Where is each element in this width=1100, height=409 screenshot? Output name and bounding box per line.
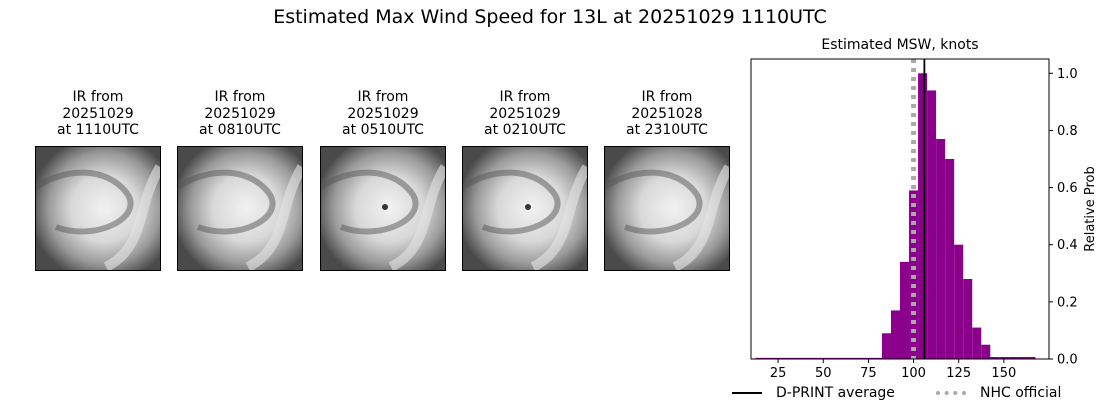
ir-panel: IR from 20251028 at 2310UTC (604, 89, 730, 271)
histogram-bar (818, 357, 828, 359)
histogram-bar (755, 357, 765, 359)
ir-panel-title-line: at 2310UTC (626, 122, 708, 138)
histogram-bar (863, 357, 873, 359)
y-tick-label: 1.0 (1057, 67, 1078, 82)
ir-panel-title-line: 20251029 (62, 105, 134, 122)
ir-panel-title-line: IR from (499, 89, 551, 105)
histogram-bar (954, 244, 964, 359)
hurricane-ir-imagery (36, 146, 160, 270)
y-tick-label: 0.4 (1057, 238, 1078, 253)
histogram-bar (854, 357, 864, 359)
histogram-bar (927, 90, 937, 359)
histogram-bar (791, 357, 801, 359)
histogram-bar (881, 333, 891, 359)
x-tick-label: 75 (860, 366, 877, 381)
histogram-bar (981, 344, 991, 359)
ir-panel-title-line: IR from (214, 89, 266, 105)
histogram-bar (909, 190, 919, 359)
figure-title: Estimated Max Wind Speed for 13L at 2025… (273, 6, 827, 28)
x-tick-label: 50 (815, 366, 832, 381)
histogram-bar (827, 357, 837, 359)
y-axis-label: Relative Prob (1083, 166, 1098, 251)
ir-panel: IR from 20251029 at 0810UTC (177, 89, 303, 271)
histogram-bar (1017, 357, 1027, 359)
ir-satellite-image (35, 145, 161, 271)
ir-panel: IR from 20251029 at 0210UTC (462, 89, 588, 271)
legend-dprint-label: D-PRINT average (776, 385, 895, 401)
x-tick-label: 125 (946, 366, 971, 381)
hurricane-ir-imagery (321, 146, 445, 270)
ir-panel-title-line: at 0210UTC (484, 122, 566, 138)
legend-nhc-label: NHC official (980, 385, 1062, 401)
histogram-bar (963, 279, 973, 359)
histogram-bar (900, 261, 910, 359)
ir-panel-title: IR from 20251029 at 0210UTC (462, 89, 588, 139)
ir-panel-title-line: IR from (641, 89, 693, 105)
ir-panel: IR from 20251029 at 0510UTC (320, 89, 446, 271)
histogram-bar (836, 357, 846, 359)
histogram-bar (845, 357, 855, 359)
histogram-bar (809, 357, 819, 359)
y-tick-label: 0.0 (1057, 353, 1078, 368)
ir-panel-title-line: IR from (72, 89, 124, 105)
hurricane-ir-imagery (463, 146, 587, 270)
histogram-bar (918, 73, 928, 360)
y-tick-label: 0.2 (1057, 295, 1078, 310)
hurricane-ir-imagery (605, 146, 729, 270)
histogram-bar (773, 357, 783, 359)
hurricane-ir-imagery (178, 146, 302, 270)
ir-panel-title-line: 20251029 (489, 105, 561, 122)
histogram-bar (872, 357, 882, 359)
legend-dprint: D-PRINT average (732, 385, 895, 401)
ir-panel-title-line: at 0510UTC (342, 122, 424, 138)
ir-panel-title-line: 20251028 (631, 105, 703, 122)
y-tick-label: 0.8 (1057, 124, 1078, 139)
ir-panel-title-line: 20251029 (204, 105, 276, 122)
ir-satellite-image (604, 145, 730, 271)
histogram-bar (782, 357, 792, 359)
histogram-bar (945, 159, 955, 359)
y-tick-label: 0.6 (1057, 181, 1078, 196)
ir-panel-title-line: at 1110UTC (57, 122, 139, 138)
ir-panel: IR from 20251029 at 1110UTC (35, 89, 161, 271)
ir-panel-title-line: at 0810UTC (199, 122, 281, 138)
dotted-line-swatch-icon (936, 391, 966, 395)
legend-nhc: NHC official (936, 385, 1061, 401)
histogram-bar (999, 357, 1009, 359)
ir-satellite-image (320, 145, 446, 271)
histogram-bar (972, 327, 982, 359)
chart-title: Estimated MSW, knots (821, 37, 978, 53)
x-tick-label: 100 (901, 366, 926, 381)
histogram-bar (1008, 357, 1018, 359)
ir-panel-title: IR from 20251029 at 0810UTC (177, 89, 303, 139)
histogram-bar (890, 310, 900, 359)
ir-panel-title: IR from 20251029 at 1110UTC (35, 89, 161, 139)
histogram-bar (936, 139, 946, 359)
solid-line-swatch-icon (732, 392, 762, 394)
ir-panel-title-line: 20251029 (347, 105, 419, 122)
x-tick-label: 25 (770, 366, 787, 381)
histogram-bar (1026, 357, 1036, 359)
plot-frame (750, 58, 1050, 360)
histogram-bar (990, 357, 1000, 359)
ir-panel-title: IR from 20251029 at 0510UTC (320, 89, 446, 139)
histogram-bar (800, 357, 810, 359)
ir-satellite-image (177, 145, 303, 271)
ir-satellite-image (462, 145, 588, 271)
ir-panel-title: IR from 20251028 at 2310UTC (604, 89, 730, 139)
ir-panel-title-line: IR from (357, 89, 409, 105)
histogram-bar (764, 357, 774, 359)
x-tick-label: 150 (991, 366, 1016, 381)
